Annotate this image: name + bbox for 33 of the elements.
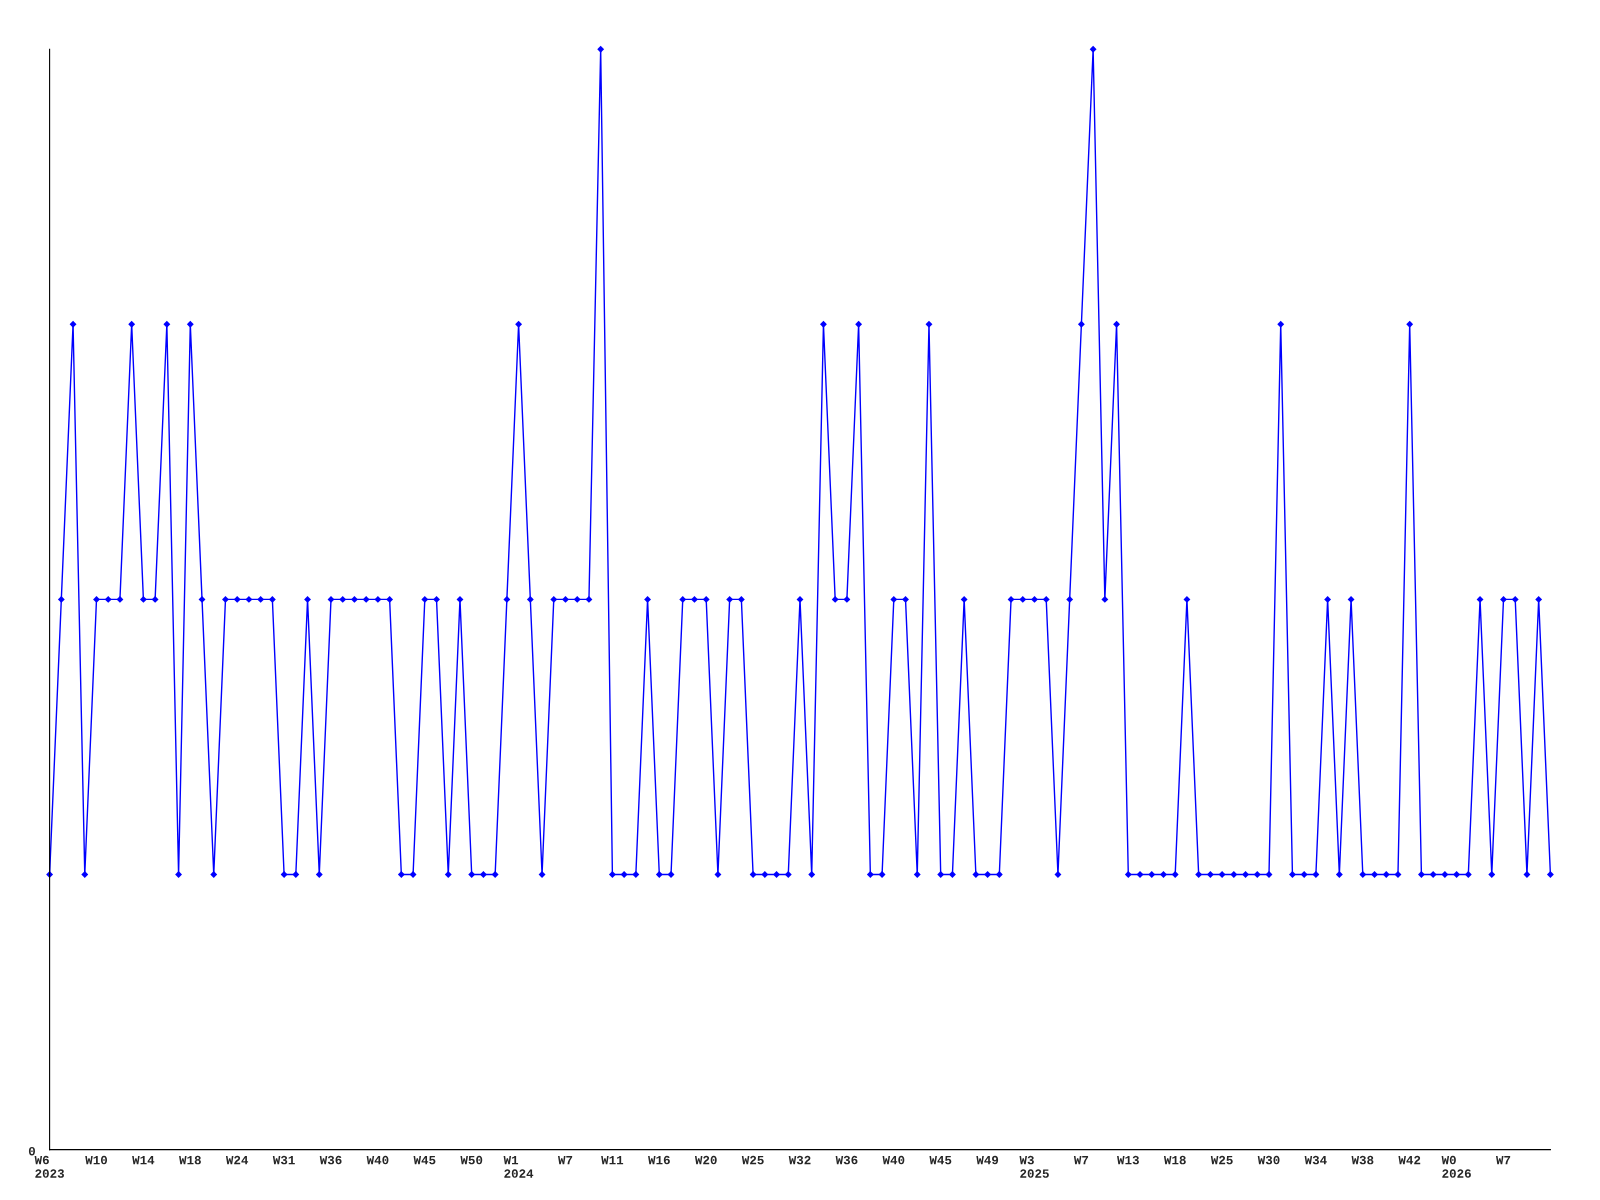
x-tick-label: W1 2024 (503, 1155, 534, 1178)
x-tick-label: W24 (225, 1155, 249, 1165)
text: 0 (28, 1146, 35, 1156)
x-tick-label: W16 (648, 1155, 670, 1165)
x-tick-label: W34 (1304, 1155, 1327, 1165)
x-tick-label: W38 (1351, 1155, 1374, 1165)
x-tick-label: W36 (835, 1155, 858, 1165)
x-tick-label: W6 2023 (34, 1155, 64, 1178)
x-tick-label: W10 (85, 1155, 108, 1165)
x-tick-label: W11 (601, 1155, 624, 1165)
x-tick-label: W7 (1073, 1155, 1089, 1165)
x-tick-label: W40 (882, 1155, 905, 1165)
x-tick-label: W18 (1163, 1155, 1186, 1165)
x-tick-label: W49 (976, 1155, 999, 1165)
x-tick-label: W18 (179, 1155, 201, 1165)
x-tick-label: W32 (788, 1155, 811, 1165)
x-tick-label: W40 (366, 1155, 389, 1165)
x-tick-label: W0 2026 (1441, 1155, 1471, 1178)
x-tick-label: W50 (460, 1155, 483, 1165)
x-tick-label: W13 (1117, 1155, 1139, 1165)
x-tick-label: W42 (1398, 1155, 1421, 1165)
x-tick-label: W14 (132, 1155, 155, 1165)
x-tick-label: W25 (741, 1155, 764, 1165)
x-tick-label: W45 (413, 1155, 436, 1165)
x-tick-label: W36 (319, 1155, 342, 1165)
x-tick-label: W31 (272, 1155, 295, 1165)
x-tick-label: W25 (1210, 1155, 1233, 1165)
x-tick-label: W20 (694, 1155, 717, 1165)
x-tick-label: W7 (1496, 1155, 1511, 1165)
x-tick-label: W45 (929, 1155, 952, 1165)
x-tick-label: W3 2025 (1019, 1155, 1049, 1178)
x-tick-label: W7 (558, 1155, 573, 1165)
x-tick-label: W30 (1257, 1155, 1280, 1165)
